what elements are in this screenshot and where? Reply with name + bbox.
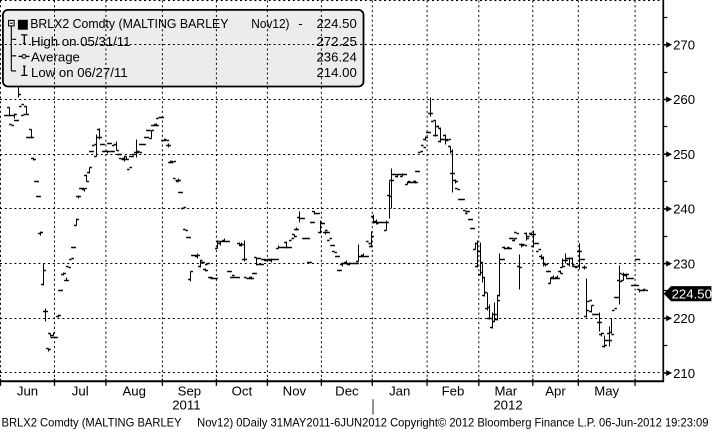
svg-text:224.50: 224.50 (316, 16, 356, 31)
svg-text:Average: Average (31, 50, 80, 65)
svg-text:Aug: Aug (122, 384, 145, 399)
svg-text:230: 230 (673, 256, 695, 271)
svg-text:224.50: 224.50 (672, 287, 712, 302)
svg-text:Low on 06/27/11: Low on 06/27/11 (31, 65, 128, 80)
svg-text:220: 220 (673, 311, 695, 326)
svg-text:214.00: 214.00 (316, 65, 356, 80)
svg-text:BRLX2 Comdty (MALTING BARLEY: BRLX2 Comdty (MALTING BARLEY Nov12) 0Dai… (2, 417, 709, 430)
svg-text:Apr: Apr (545, 384, 566, 399)
svg-text:Sep: Sep (178, 384, 201, 399)
svg-text:-: - (298, 16, 302, 31)
svg-text:Jan: Jan (389, 384, 410, 399)
svg-text:Dec: Dec (335, 384, 359, 399)
svg-text:210: 210 (673, 366, 695, 381)
svg-text:2011: 2011 (172, 397, 200, 412)
svg-text:High on 05/31/11: High on 05/31/11 (31, 34, 130, 49)
svg-text:Feb: Feb (442, 384, 465, 399)
svg-text:May: May (594, 384, 619, 399)
svg-text:Nov12): Nov12) (251, 16, 289, 31)
svg-text:240: 240 (673, 202, 695, 217)
svg-text:Jun: Jun (17, 384, 38, 399)
svg-text:236.24: 236.24 (316, 50, 356, 65)
svg-text:Mar: Mar (494, 384, 517, 399)
svg-text:BRLX2 Comdty (MALTING BARLEY: BRLX2 Comdty (MALTING BARLEY (30, 16, 228, 31)
svg-text:Jul: Jul (72, 384, 89, 399)
svg-text:270: 270 (673, 38, 695, 53)
svg-text:2012: 2012 (493, 397, 522, 412)
svg-text:Nov: Nov (283, 384, 307, 399)
svg-text:Oct: Oct (232, 384, 253, 399)
svg-text:272.25: 272.25 (316, 34, 356, 49)
svg-text:260: 260 (673, 92, 695, 107)
svg-text:250: 250 (673, 147, 695, 162)
